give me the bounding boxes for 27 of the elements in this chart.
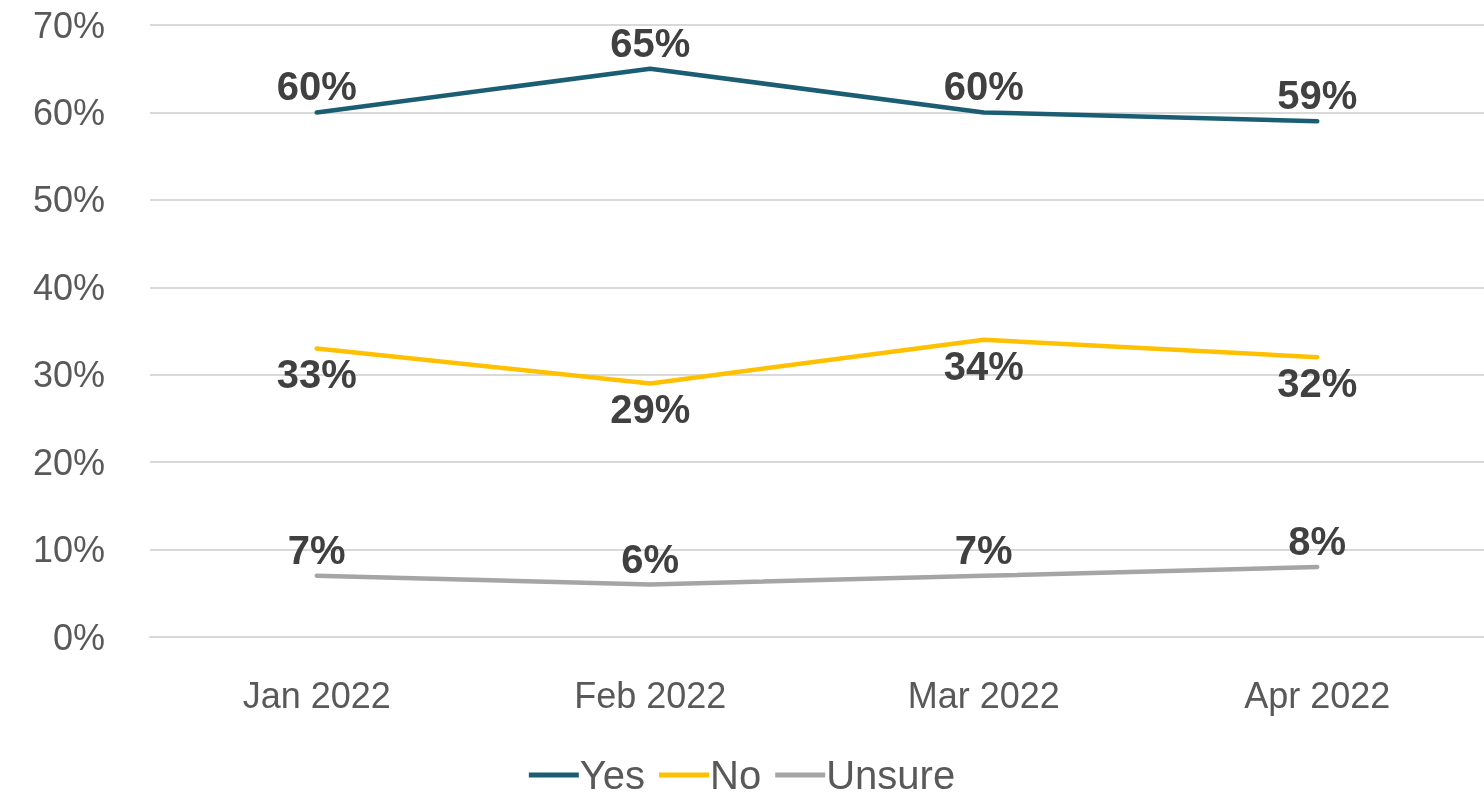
data-label: 8%: [1288, 519, 1347, 564]
data-label: 60%: [276, 64, 357, 109]
data-label: 65%: [610, 20, 691, 65]
data-label: 6%: [621, 536, 680, 581]
x-tick-label: Mar 2022: [907, 674, 1060, 716]
y-tick-label: 40%: [32, 266, 105, 308]
y-tick-label: 0%: [52, 616, 105, 658]
data-label: 7%: [954, 527, 1013, 572]
y-tick-label: 70%: [32, 4, 105, 46]
data-label: 29%: [610, 387, 691, 432]
y-tick-label: 20%: [32, 441, 105, 483]
y-tick-label: 60%: [32, 91, 105, 133]
data-label: 7%: [287, 527, 346, 572]
data-label: 60%: [943, 64, 1024, 109]
legend-label: Unsure: [826, 753, 956, 797]
data-label: 32%: [1277, 361, 1358, 406]
y-tick-label: 10%: [32, 529, 105, 571]
x-tick-label: Apr 2022: [1244, 674, 1391, 716]
legend-label: No: [710, 753, 762, 797]
data-label: 34%: [943, 343, 1024, 388]
x-tick-label: Feb 2022: [574, 674, 727, 716]
y-tick-label: 30%: [32, 354, 105, 396]
legend-label: Yes: [579, 753, 646, 797]
x-tick-label: Jan 2022: [242, 674, 391, 716]
data-label: 59%: [1277, 73, 1358, 118]
data-label: 33%: [276, 352, 357, 397]
y-tick-label: 50%: [32, 179, 105, 221]
